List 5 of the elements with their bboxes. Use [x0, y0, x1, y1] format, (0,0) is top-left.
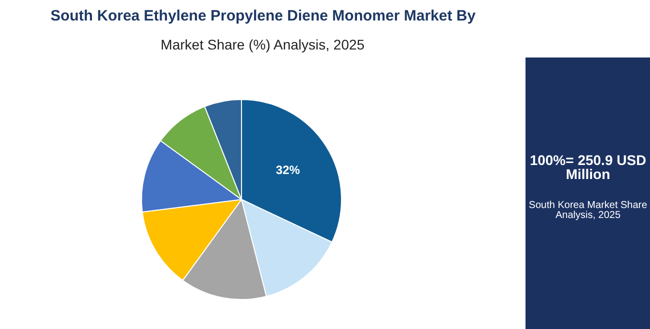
chart-subtitle: Market Share (%) Analysis, 2025 — [160, 36, 365, 52]
chart-title: South Korea Ethylene Propylene Diene Monomer Market By — [50, 8, 476, 24]
text: South Korea Market Share Analysis, 2025 — [528, 200, 648, 221]
text: 100%= 250.9 USD Million — [530, 152, 646, 182]
data-label: 32% — [276, 163, 300, 178]
